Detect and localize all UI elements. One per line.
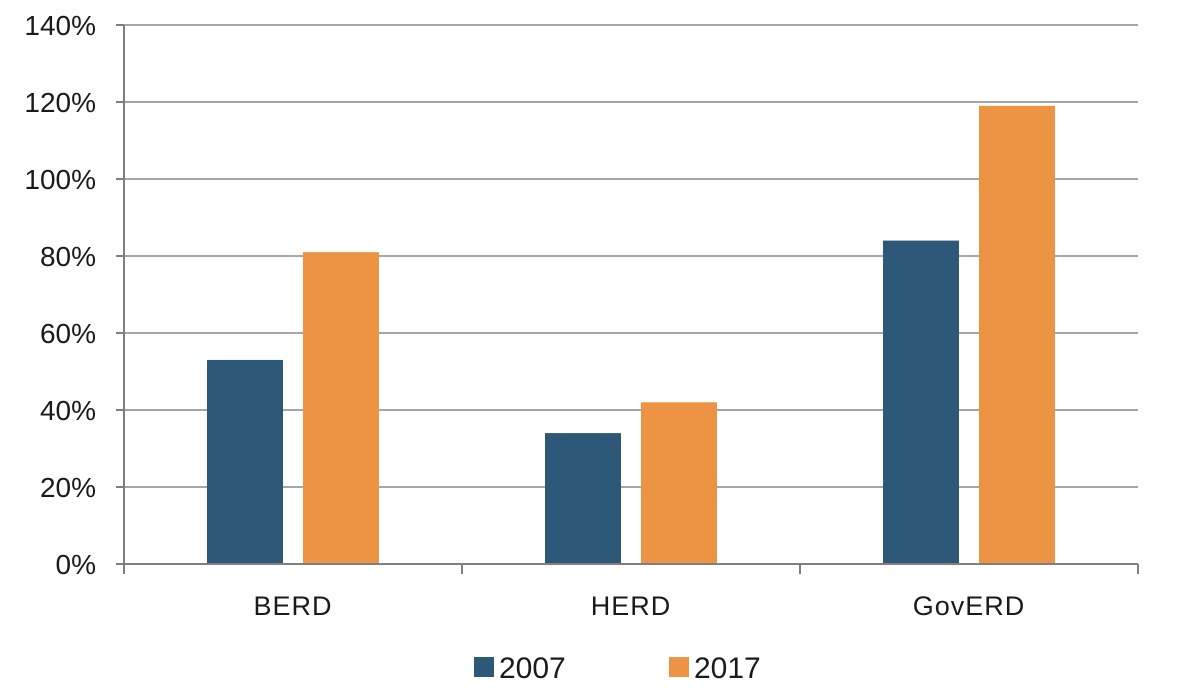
- bar-herd-2017: [641, 402, 717, 564]
- x-category-label: BERD: [253, 591, 332, 621]
- legend-label-2007: 2007: [499, 652, 566, 685]
- legend: 2007 2017: [474, 652, 761, 685]
- legend-swatch-2017: [669, 657, 689, 677]
- y-tick-label: 0%: [56, 549, 96, 580]
- y-tick-label: 20%: [40, 472, 96, 503]
- y-tick-label: 60%: [40, 318, 96, 349]
- axes: [116, 24, 1139, 574]
- legend-label-2017: 2017: [694, 652, 761, 685]
- gridlines: [124, 24, 1138, 488]
- y-tick-label: 40%: [40, 395, 96, 426]
- x-category-label: GovERD: [913, 591, 1026, 621]
- bar-berd-2007: [207, 359, 283, 564]
- bar-goverd-2007: [883, 240, 959, 564]
- bar-berd-2017: [303, 252, 379, 564]
- bar-herd-2007: [545, 433, 621, 564]
- y-tick-label: 80%: [40, 241, 96, 272]
- bars: [207, 105, 1055, 564]
- x-category-label: HERD: [591, 591, 672, 621]
- y-tick-label: 140%: [24, 10, 96, 41]
- legend-swatch-2007: [474, 657, 494, 677]
- x-axis-category-labels: BERD HERD GovERD: [253, 591, 1026, 621]
- bar-goverd-2017: [979, 105, 1055, 564]
- y-axis-tick-labels: 0% 20% 40% 60% 80% 100% 120% 140%: [24, 10, 96, 580]
- y-tick-label: 100%: [24, 164, 96, 195]
- y-tick-label: 120%: [24, 87, 96, 118]
